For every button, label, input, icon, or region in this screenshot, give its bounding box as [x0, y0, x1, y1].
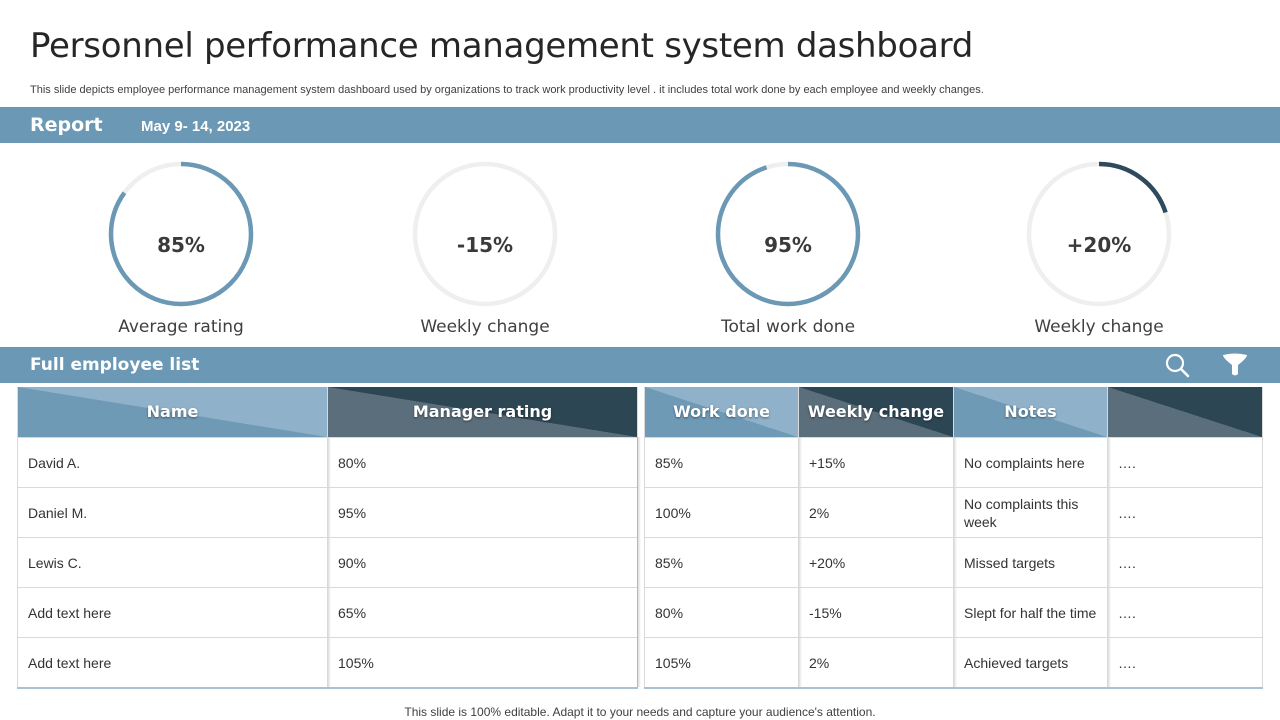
table-cell: 105% [645, 637, 798, 687]
kpi-label: Weekly change [1034, 317, 1164, 337]
ring-track [412, 161, 558, 307]
table-cell: 85% [645, 437, 798, 487]
ring-progress [1026, 161, 1172, 307]
report-date: May 9- 14, 2023 [141, 118, 251, 135]
table-cell: …. [1108, 487, 1262, 537]
table-cell: -15% [799, 587, 953, 637]
column-work-done: Work done 85% 100% 85% 80% 105% [644, 387, 802, 687]
progress-ring [1026, 161, 1172, 307]
table-cell: 105% [328, 637, 637, 687]
search-icon[interactable] [1164, 352, 1190, 378]
table-cell: 80% [645, 587, 798, 637]
employee-list-title: Full employee list [30, 355, 200, 375]
table-cell: +20% [799, 537, 953, 587]
table-cell: Missed targets [954, 537, 1107, 587]
table-cell: 2% [799, 637, 953, 687]
table-cell: 65% [328, 587, 637, 637]
table-cell: Lewis C. [18, 537, 327, 587]
kpi-label: Total work done [720, 317, 856, 337]
kpi-weekly-change-2: +20% Weekly change [949, 160, 1249, 345]
report-label: Report [30, 114, 103, 136]
column-notes: Notes No complaints here No complaints t… [953, 387, 1111, 687]
table-cell: 85% [645, 537, 798, 587]
column-header-notes: Notes [954, 387, 1107, 437]
table-cell: Add text here [18, 637, 327, 687]
column-weekly-change: Weekly change +15% 2% +20% -15% 2% [798, 387, 957, 687]
kpi-value: 95% [764, 233, 812, 257]
table-cell: …. [1108, 537, 1262, 587]
employee-table-right: Work done 85% 100% 85% 80% 105% Weekly c… [644, 387, 1263, 689]
filter-icon[interactable] [1222, 352, 1248, 378]
employee-table-left: Name David A. Daniel M. Lewis C. Add tex… [17, 387, 641, 689]
table-cell: No complaints here [954, 437, 1107, 487]
page-title: Personnel performance management system … [30, 26, 973, 66]
column-name: Name David A. Daniel M. Lewis C. Add tex… [17, 387, 331, 687]
table-cell: 90% [328, 537, 637, 587]
table-cell: David A. [18, 437, 327, 487]
kpi-value: 85% [157, 233, 205, 257]
table-cell: No complaints this week [954, 487, 1107, 537]
progress-ring [108, 161, 254, 307]
progress-ring [412, 161, 558, 307]
ring-progress [715, 161, 861, 307]
ring-progress [108, 161, 254, 307]
table-cell: Slept for half the time [954, 587, 1107, 637]
column-header-manager-rating: Manager rating [328, 387, 637, 437]
column-manager-rating: Manager rating 80% 95% 90% 65% 105% [327, 387, 641, 687]
kpi-total-work-done: 95% Total work done [638, 160, 938, 345]
column-extra: …. …. …. …. …. [1107, 387, 1263, 687]
page-subtitle: This slide depicts employee performance … [30, 84, 984, 96]
column-header-weekly-change: Weekly change [799, 387, 953, 437]
table-cell: …. [1108, 637, 1262, 687]
table-cell: Add text here [18, 587, 327, 637]
employee-list-bar: Full employee list [0, 347, 1280, 383]
progress-ring [715, 161, 861, 307]
column-header-name: Name [18, 387, 327, 437]
table-cell: 100% [645, 487, 798, 537]
column-header-work-done: Work done [645, 387, 798, 437]
table-cell: …. [1108, 587, 1262, 637]
kpi-value: +20% [1066, 233, 1132, 257]
table-cell: +15% [799, 437, 953, 487]
table-cell: 95% [328, 487, 637, 537]
table-cell: …. [1108, 437, 1262, 487]
table-cell: 80% [328, 437, 637, 487]
table-cell: 2% [799, 487, 953, 537]
column-header-extra [1108, 387, 1262, 437]
kpi-label: Weekly change [420, 317, 550, 337]
footer-note: This slide is 100% editable. Adapt it to… [404, 705, 876, 719]
table-cell: Achieved targets [954, 637, 1107, 687]
table-cell: Daniel M. [18, 487, 327, 537]
kpi-weekly-change: -15% Weekly change [335, 160, 635, 345]
kpi-value: -15% [456, 233, 514, 257]
report-bar: Report May 9- 14, 2023 [0, 107, 1280, 143]
kpi-average-rating: 85% Average rating [31, 160, 331, 345]
kpi-label: Average rating [118, 317, 244, 337]
